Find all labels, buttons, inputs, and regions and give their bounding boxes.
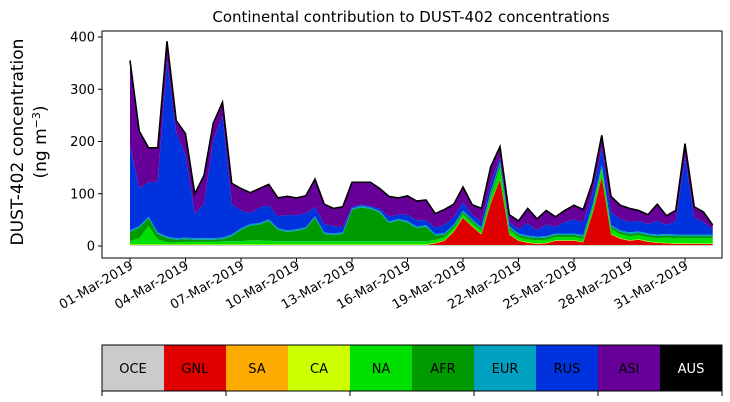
legend-label-eur: EUR	[492, 362, 519, 377]
legend-swatch-afr	[412, 345, 475, 391]
y-tick-label: 300	[70, 83, 95, 98]
legend-label-aus: AUS	[678, 362, 705, 377]
y-tick-label: 100	[70, 187, 95, 202]
legend-label-na: NA	[372, 362, 391, 377]
area-asi	[130, 41, 713, 231]
chart-title: Continental contribution to DUST-402 con…	[212, 8, 609, 26]
legend-swatch-eur	[474, 345, 537, 391]
legend-swatch-asi	[598, 345, 661, 391]
legend-colorbar: OCE GNL SA CA NA AFR EUR RUS ASI AUS	[101, 344, 723, 396]
legend-swatch-rus	[536, 345, 599, 391]
legend-label-afr: AFR	[430, 362, 455, 377]
legend-label-asi: ASI	[619, 362, 640, 377]
legend-swatch-ca	[288, 345, 351, 391]
legend-swatch-na	[350, 345, 413, 391]
legend-label-oce: OCE	[119, 362, 147, 377]
stacked-areas	[129, 41, 714, 246]
y-tick-label: 400	[70, 31, 95, 46]
area-oce	[130, 244, 713, 246]
y-axis-label-line1: DUST-402 concentration	[8, 39, 28, 246]
legend-swatch-gnl	[164, 345, 227, 391]
y-axis: 0 100 200 300 400	[70, 31, 102, 255]
legend-label-rus: RUS	[554, 362, 581, 377]
area-rus	[130, 60, 713, 239]
y-tick-label: 200	[70, 135, 95, 150]
legend-label-sa: SA	[248, 362, 265, 377]
legend-frame	[101, 344, 723, 392]
legend-swatch-sa	[226, 345, 289, 391]
legend-swatch-aus	[660, 345, 723, 391]
area-gnl	[130, 177, 713, 245]
y-tick-label: 0	[87, 240, 95, 255]
series-line-aus	[129, 41, 714, 226]
y-axis-label-line2: (ng m−3)	[30, 105, 52, 178]
plot-frame	[101, 30, 723, 259]
legend-label-ca: CA	[310, 362, 328, 377]
legend-label-gnl: GNL	[181, 362, 209, 377]
legend-swatch-oce	[102, 345, 165, 391]
y-axis-label: DUST-402 concentration (ng m−3)	[8, 39, 51, 246]
